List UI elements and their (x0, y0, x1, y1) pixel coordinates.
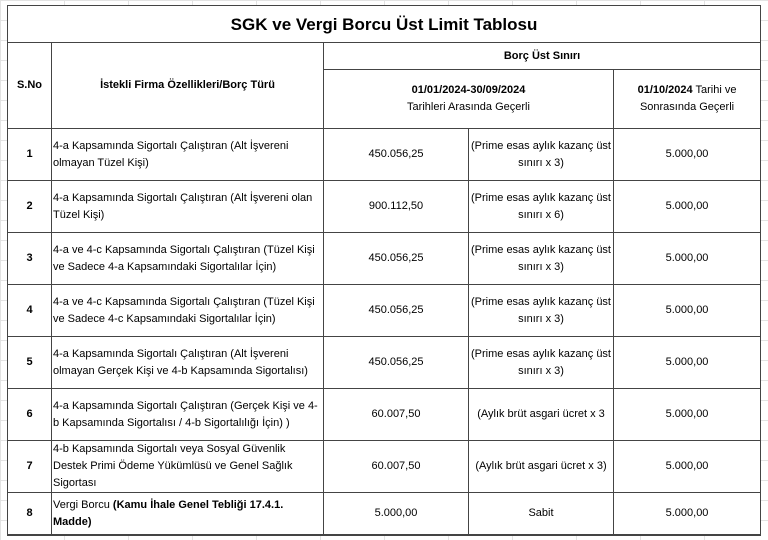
cell-amount: 450.056,25 (323, 232, 469, 285)
table-row: 5 4-a Kapsamında Sigortalı Çalıştıran (Al… (7, 336, 762, 389)
cell-amount: 5.000,00 (323, 492, 469, 536)
cell-basis: (Prime esas aylık kazanç üst sınırı x 3) (468, 284, 614, 337)
table-row: 1 4-a Kapsamında Sigortalı Çalıştıran (Al… (7, 128, 762, 181)
cell-type: 4-a Kapsamında Sigortalı Çalıştıran (Alt… (51, 180, 324, 233)
type-ref: (Kamu İhale Genel Tebliği 17.4.1. Madde) (53, 498, 284, 528)
table-row: 4 4-a ve 4-c Kapsamında Sigortalı Çalıştı… (7, 284, 762, 337)
header-period-2: 01/10/2024 Tarihi ve Sonrasında Geçerli (612, 69, 762, 129)
cell-new-amount: 5.000,00 (612, 180, 762, 233)
cell-sno: 4 (7, 284, 52, 337)
period-1-dates: 01/01/2024-30/09/2024 (411, 84, 526, 96)
cell-amount: 900.112,50 (323, 180, 469, 233)
header-type: İstekli Firma Özellikleri/Borç Türü (51, 42, 324, 129)
cell-sno: 5 (7, 336, 52, 389)
cell-type: 4-a Kapsamında Sigortalı Çalıştıran (Alt… (51, 128, 324, 181)
cell-type: Vergi Borcu (Kamu İhale Genel Tebliği 17… (51, 492, 324, 536)
cell-sno: 2 (7, 180, 52, 233)
cell-basis: Sabit (468, 492, 614, 536)
cell-sno: 6 (7, 388, 52, 441)
cell-type: 4-a Kapsamında Sigortalı Çalıştıran (Alt… (51, 336, 324, 389)
cell-sno: 8 (7, 492, 52, 536)
table-row: 3 4-a ve 4-c Kapsamında Sigortalı Çalıştı… (7, 232, 762, 285)
table-row: 2 4-a Kapsamında Sigortalı Çalıştıran (Al… (7, 180, 762, 233)
header-sno: S.No (7, 42, 52, 129)
cell-amount: 450.056,25 (323, 128, 469, 181)
cell-basis: (Prime esas aylık kazanç üst sınırı x 3) (468, 232, 614, 285)
cell-basis: (Aylık brüt asgari ücret x 3 (468, 388, 614, 441)
cell-sno: 1 (7, 128, 52, 181)
period-2-note: Tarihi ve Sonrasında Geçerli (639, 84, 737, 113)
header-limit: Borç Üst Sınırı (322, 42, 762, 70)
cell-new-amount: 5.000,00 (612, 440, 762, 493)
cell-sno: 7 (7, 440, 52, 493)
table-title: SGK ve Vergi Borcu Üst Limit Tablosu (6, 5, 762, 43)
header-period-1: 01/01/2024-30/09/2024 Tarihleri Arasında … (323, 69, 614, 129)
cell-basis: (Prime esas aylık kazanç üst sınırı x 3) (468, 128, 614, 181)
cell-sno: 3 (7, 232, 52, 285)
cell-new-amount: 5.000,00 (612, 232, 762, 285)
cell-new-amount: 5.000,00 (612, 284, 762, 337)
period-2-date: 01/10/2024 (637, 84, 693, 96)
debt-limit-table: SGK ve Vergi Borcu Üst Limit Tablosu S.N… (6, 5, 762, 536)
cell-amount: 60.007,50 (323, 388, 469, 441)
cell-new-amount: 5.000,00 (612, 128, 762, 181)
cell-basis: (Aylık brüt asgari ücret x 3) (468, 440, 614, 493)
cell-basis: (Prime esas aylık kazanç üst sınırı x 6) (468, 180, 614, 233)
cell-basis: (Prime esas aylık kazanç üst sınırı x 3) (468, 336, 614, 389)
cell-new-amount: 5.000,00 (612, 388, 762, 441)
cell-amount: 60.007,50 (323, 440, 469, 493)
cell-amount: 450.056,25 (323, 284, 469, 337)
cell-type: 4-a ve 4-c Kapsamında Sigortalı Çalıştır… (51, 232, 324, 285)
cell-new-amount: 5.000,00 (612, 336, 762, 389)
cell-type: 4-a Kapsamında Sigortalı Çalıştıran (Ger… (51, 388, 324, 441)
period-1-note: Tarihleri Arasında Geçerli (407, 101, 530, 113)
table-row: 6 4-a Kapsamında Sigortalı Çalıştıran (Ge… (7, 388, 762, 441)
cell-type: 4-b Kapsamında Sigortalı veya Sosyal Güv… (51, 440, 324, 493)
table-row: 8 Vergi Borcu (Kamu İhale Genel Tebliği 1… (7, 492, 762, 536)
table-row: 7 4-b Kapsamında Sigortalı veya Sosyal Gü… (7, 440, 762, 493)
cell-type: 4-a ve 4-c Kapsamında Sigortalı Çalıştır… (51, 284, 324, 337)
cell-new-amount: 5.000,00 (612, 492, 762, 536)
type-text: Vergi Borcu (53, 498, 113, 511)
cell-amount: 450.056,25 (323, 336, 469, 389)
